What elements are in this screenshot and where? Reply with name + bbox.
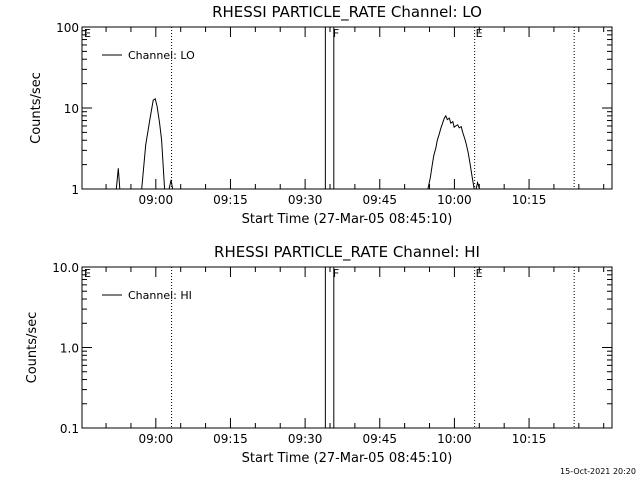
x-tick-label: 09:45: [362, 193, 397, 207]
flag-label: E: [84, 27, 91, 40]
x-tick-label: 10:15: [512, 193, 547, 207]
x-tick-label: 09:00: [139, 432, 174, 446]
x-axis-label: Start Time (27-Mar-05 08:45:10): [242, 212, 453, 227]
flag-label: F: [333, 267, 339, 280]
flag-label: F: [333, 27, 339, 40]
legend-label: Channel: HI: [128, 289, 192, 302]
y-tick-label: 10.0: [52, 261, 79, 275]
flag-label: E: [84, 267, 91, 280]
x-tick-label: 09:15: [213, 193, 248, 207]
footer-timestamp: 15-Oct-2021 20:20: [560, 467, 636, 476]
y-axis-label: Counts/sec: [29, 72, 44, 144]
x-tick-label: 10:00: [437, 432, 472, 446]
series-line-segment: [475, 180, 481, 190]
x-tick-label: 09:45: [362, 432, 397, 446]
y-tick-label: 0.1: [60, 422, 79, 436]
flag-label: E: [476, 27, 483, 40]
y-tick-label: 100: [56, 21, 79, 35]
series-line-segment: [168, 179, 174, 190]
x-tick-label: 10:00: [437, 193, 472, 207]
x-tick-label: 10:15: [512, 432, 547, 446]
y-axis-label: Counts/sec: [25, 312, 40, 384]
legend-label: Channel: LO: [128, 49, 195, 62]
series-line-segment: [427, 114, 475, 190]
x-tick-label: 09:30: [288, 432, 323, 446]
y-tick-label: 1.0: [60, 342, 79, 356]
series-line-segment: [115, 168, 121, 190]
interval-box: [324, 266, 335, 429]
x-axis-label: Start Time (27-Mar-05 08:45:10): [242, 451, 453, 466]
chart-title: RHESSI PARTICLE_RATE Channel: LO: [212, 3, 482, 22]
chart-title: RHESSI PARTICLE_RATE Channel: HI: [214, 243, 480, 262]
interval-box: [324, 26, 335, 190]
flag-label: E: [476, 267, 483, 280]
y-tick-label: 1: [71, 183, 79, 197]
x-tick-label: 09:00: [139, 193, 174, 207]
x-tick-label: 09:30: [288, 193, 323, 207]
series-line-segment: [141, 97, 166, 190]
x-tick-label: 09:15: [213, 432, 248, 446]
y-tick-label: 10: [64, 102, 79, 116]
